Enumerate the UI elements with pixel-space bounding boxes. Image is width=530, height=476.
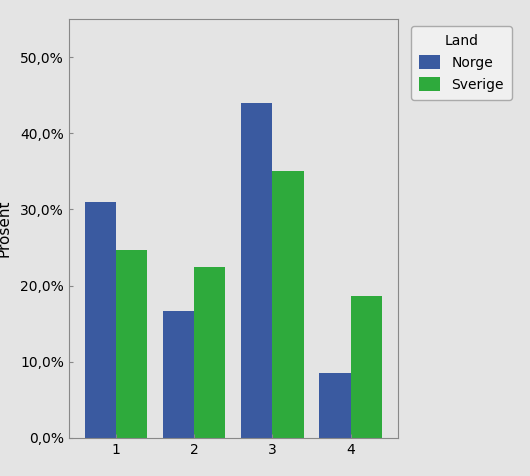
Y-axis label: Prosent: Prosent bbox=[0, 200, 12, 257]
Legend: Norge, Sverige: Norge, Sverige bbox=[411, 26, 512, 100]
Bar bbox=[85, 202, 116, 438]
Bar bbox=[319, 373, 350, 438]
Bar bbox=[194, 267, 225, 438]
Bar bbox=[350, 296, 382, 438]
Bar bbox=[116, 250, 147, 438]
Bar bbox=[241, 103, 272, 438]
Bar bbox=[272, 171, 304, 438]
Bar bbox=[163, 311, 194, 438]
